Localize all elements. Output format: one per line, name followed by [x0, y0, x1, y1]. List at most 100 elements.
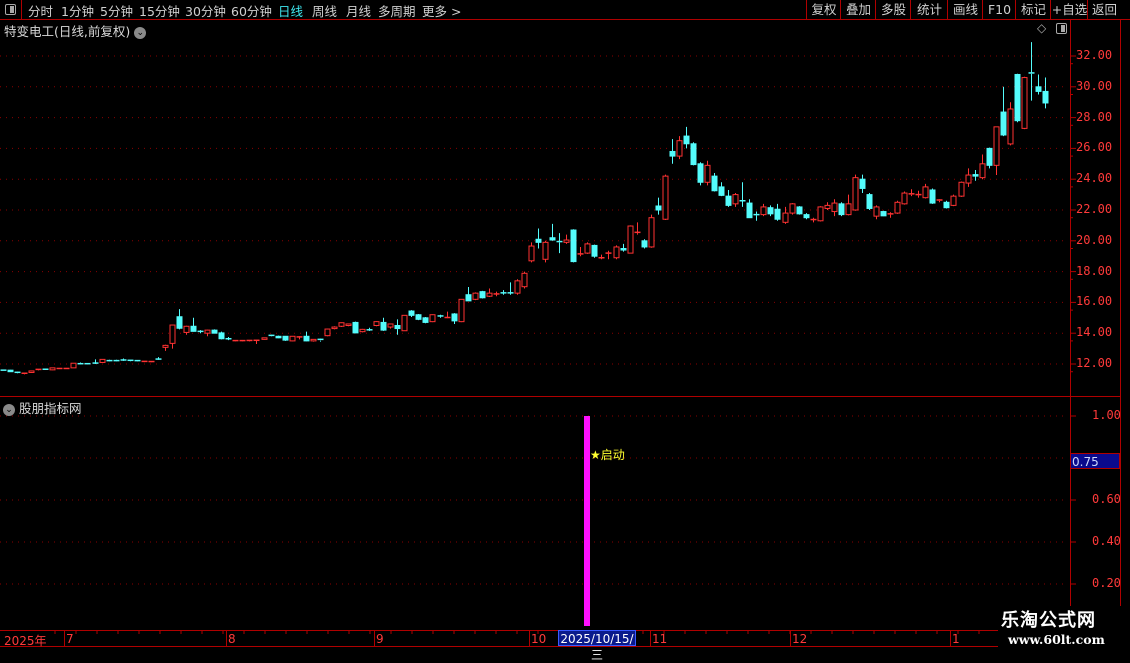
date-label: 9: [376, 632, 384, 646]
period-tab-10[interactable]: 更多 >: [422, 4, 462, 19]
candle-up: [627, 225, 634, 254]
candle-up: [958, 181, 965, 197]
candle-down: [535, 238, 542, 243]
candle-up: [732, 194, 739, 205]
candle-down: [549, 237, 556, 241]
date-label: 10: [531, 632, 547, 646]
diamond-icon[interactable]: ◇: [1037, 21, 1047, 35]
candle-up: [169, 324, 176, 344]
candle-up: [676, 140, 683, 157]
candle-up: [662, 175, 669, 220]
price-tick-label: 28.00: [1076, 109, 1113, 124]
period-tab-9[interactable]: 多周期: [378, 4, 416, 19]
date-label: 7: [66, 632, 74, 646]
period-tab-0[interactable]: 分时: [28, 4, 54, 19]
period-tab-6[interactable]: 日线: [278, 4, 304, 19]
period-tab-5[interactable]: 60分钟: [231, 4, 272, 19]
toolbar-button-4[interactable]: 画线: [947, 0, 983, 19]
candle-down: [746, 202, 753, 219]
candle-down: [1035, 86, 1042, 92]
candle-down: [408, 310, 415, 316]
candle-up: [99, 358, 106, 363]
candle-up: [472, 292, 479, 300]
candle-up: [873, 206, 880, 217]
indicator-title[interactable]: ⌄ 股朋指标网: [3, 398, 82, 417]
layout-toggle-icon[interactable]: [0, 0, 22, 19]
period-toolbar: 分时 1分钟 5分钟 15分钟 30分钟 60分钟 日线 周线 月线 多周期 更多 > 复权 叠加 多股…: [0, 0, 1130, 20]
candle-down: [669, 150, 676, 157]
candle-down: [479, 291, 486, 299]
candle-up: [760, 206, 767, 216]
toolbar-button-0[interactable]: 复权: [806, 0, 841, 19]
toolbar-button-7[interactable]: +自选: [1050, 0, 1088, 19]
candle-down: [591, 244, 598, 257]
candle-down: [859, 178, 866, 189]
candle-up: [824, 204, 831, 209]
candle-down: [394, 325, 401, 330]
candle-up: [789, 203, 796, 214]
candle-up: [345, 323, 352, 326]
candle-up: [183, 325, 190, 333]
candle-down: [1000, 111, 1007, 136]
candle-up: [324, 328, 331, 337]
price-tick-label: 14.00: [1076, 325, 1113, 340]
panel-toggle-icon[interactable]: [1054, 20, 1072, 37]
candle-down: [690, 143, 697, 166]
candle-up: [261, 337, 268, 340]
period-tab-7[interactable]: 周线: [312, 4, 338, 19]
toolbar-button-2[interactable]: 多股: [875, 0, 911, 19]
candle-down: [211, 329, 218, 334]
toolbar-button-1[interactable]: 叠加: [840, 0, 876, 19]
toolbar-button-6[interactable]: 标记: [1015, 0, 1051, 19]
candle-up: [373, 321, 380, 326]
price-tick-label: 26.00: [1076, 140, 1113, 155]
price-tick-label: 18.00: [1076, 263, 1113, 278]
candle-up: [817, 206, 824, 222]
candle-down: [972, 174, 979, 177]
chevron-down-icon[interactable]: ⌄: [134, 26, 147, 39]
candle-up: [310, 338, 317, 342]
candle-down: [620, 248, 627, 251]
candle-up: [563, 239, 570, 243]
candle-up: [514, 280, 521, 294]
chart-title[interactable]: 特变电工(日线,前复权) ⌄: [4, 21, 147, 40]
candle-down: [655, 205, 662, 211]
candle-down: [641, 240, 648, 248]
candle-up: [831, 202, 838, 213]
candle-up: [359, 328, 366, 333]
candle-down: [929, 189, 936, 204]
candle-down: [711, 175, 718, 192]
toolbar-button-5[interactable]: F10: [982, 0, 1016, 19]
period-tab-1[interactable]: 1分钟: [61, 4, 94, 19]
candle-down: [767, 207, 774, 215]
candle-up: [993, 126, 1000, 166]
candle-down: [7, 369, 14, 373]
chevron-down-icon[interactable]: ⌄: [3, 403, 15, 416]
period-tab-2[interactable]: 5分钟: [100, 4, 133, 19]
cursor-date: 2025/10/15/三: [558, 630, 636, 662]
candle-up: [331, 326, 338, 330]
side-panel-strip[interactable]: [1120, 19, 1130, 630]
candle-down: [465, 294, 472, 302]
candle-down: [380, 321, 387, 331]
period-tab-3[interactable]: 15分钟: [139, 4, 180, 19]
stock-title: 特变电工(日线,前复权): [4, 24, 131, 39]
candle-down: [683, 135, 690, 145]
candle-up: [979, 163, 986, 179]
candle-up: [70, 362, 77, 369]
indicator-tick-label: 1.00: [1092, 408, 1121, 422]
candle-down: [838, 203, 845, 216]
period-tab-4[interactable]: 30分钟: [185, 4, 226, 19]
toolbar-button-8[interactable]: 返回: [1087, 0, 1121, 19]
candle-down: [1042, 90, 1049, 104]
candle-down: [725, 195, 732, 206]
candle-up: [401, 314, 408, 332]
period-tab-8[interactable]: 月线: [346, 4, 372, 19]
date-label: 12: [792, 632, 808, 646]
candle-up: [950, 195, 957, 206]
price-tick-label: 12.00: [1076, 356, 1113, 370]
candle-down: [697, 163, 704, 183]
candle-up: [894, 201, 901, 214]
toolbar-button-3[interactable]: 统计: [910, 0, 948, 19]
candle-up: [429, 314, 436, 323]
